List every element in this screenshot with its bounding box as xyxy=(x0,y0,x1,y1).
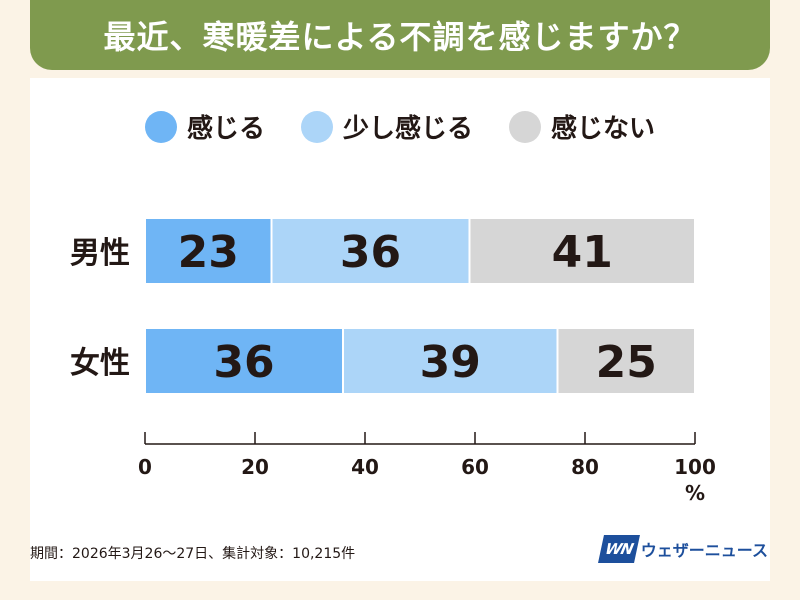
x-tick-label: 60 xyxy=(461,455,489,479)
category-label: 女性 xyxy=(70,346,130,381)
legend-label-feel: 感じる xyxy=(186,114,265,144)
data-label: 36 xyxy=(213,337,274,388)
category-label: 男性 xyxy=(70,236,130,271)
legend-item-not-feel: 感じない xyxy=(509,108,655,145)
legend-item-slightly-feel: 少し感じる xyxy=(300,108,473,145)
legend-swatch-feel xyxy=(144,110,177,143)
data-label: 36 xyxy=(340,227,401,278)
brand: WN ウェザーニュース xyxy=(597,535,768,563)
legend-label-slightly-feel: 少し感じる xyxy=(342,114,473,144)
weathernews-logo-icon: WN xyxy=(597,535,640,563)
x-tick-label: 0 xyxy=(138,455,152,479)
legend: 感じる 少し感じる 感じない xyxy=(0,108,800,145)
bar-segment xyxy=(144,327,344,395)
survey-footnote: 期間：2026年3月26～27日、集計対象：10,215件 xyxy=(30,546,356,562)
x-axis-unit: % xyxy=(685,481,705,505)
data-label: 23 xyxy=(178,227,239,278)
x-tick-label: 100 xyxy=(674,455,716,479)
chart-title: 最近、寒暖差による不調を感じますか？ xyxy=(103,18,697,56)
x-tick-label: 20 xyxy=(241,455,269,479)
data-label: 25 xyxy=(596,337,657,388)
x-tick-label: 40 xyxy=(351,455,379,479)
bar-segment xyxy=(468,217,696,285)
brand-name: ウェザーニュース xyxy=(640,541,768,560)
bar-segment xyxy=(556,327,696,395)
x-tick-label: 80 xyxy=(571,455,599,479)
title-banner: 最近、寒暖差による不調を感じますか？ xyxy=(30,0,770,70)
data-label: 41 xyxy=(552,227,613,278)
legend-swatch-not-feel xyxy=(509,110,541,143)
legend-item-feel: 感じる xyxy=(144,108,265,145)
legend-label-not-feel: 感じない xyxy=(551,114,656,144)
bar-segment xyxy=(342,327,559,395)
legend-swatch-slightly-feel xyxy=(300,110,333,143)
data-label: 39 xyxy=(420,337,481,388)
